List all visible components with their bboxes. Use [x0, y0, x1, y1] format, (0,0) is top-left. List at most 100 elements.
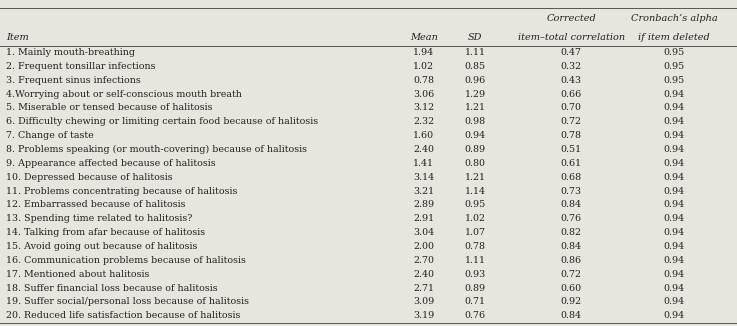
- Text: 0.98: 0.98: [465, 117, 486, 126]
- Text: 11. Problems concentrating because of halitosis: 11. Problems concentrating because of ha…: [6, 186, 237, 196]
- Text: 2.91: 2.91: [413, 214, 434, 223]
- Text: Mean: Mean: [410, 33, 438, 42]
- Text: Cronbach’s alpha: Cronbach’s alpha: [631, 14, 718, 23]
- Text: 2.89: 2.89: [413, 200, 434, 210]
- Text: 0.43: 0.43: [561, 76, 581, 85]
- Text: 0.94: 0.94: [664, 228, 685, 237]
- Text: 10. Depressed because of halitosis: 10. Depressed because of halitosis: [6, 173, 172, 182]
- Text: Corrected: Corrected: [546, 14, 596, 23]
- Text: 4.Worrying about or self-conscious mouth breath: 4.Worrying about or self-conscious mouth…: [6, 90, 242, 99]
- Text: 0.51: 0.51: [561, 145, 581, 154]
- Text: 0.94: 0.94: [664, 284, 685, 293]
- Text: 1.02: 1.02: [465, 214, 486, 223]
- Text: 7. Change of taste: 7. Change of taste: [6, 131, 94, 140]
- Text: 0.82: 0.82: [561, 228, 581, 237]
- Text: 2.70: 2.70: [413, 256, 434, 265]
- Text: 0.70: 0.70: [561, 103, 581, 112]
- Text: 0.94: 0.94: [664, 159, 685, 168]
- Text: 1.14: 1.14: [465, 186, 486, 196]
- Text: 1.21: 1.21: [465, 173, 486, 182]
- Text: 0.96: 0.96: [465, 76, 486, 85]
- Text: 3.21: 3.21: [413, 186, 434, 196]
- Text: 15. Avoid going out because of halitosis: 15. Avoid going out because of halitosis: [6, 242, 198, 251]
- Text: 3.19: 3.19: [413, 311, 434, 320]
- Text: 0.94: 0.94: [664, 297, 685, 306]
- Text: SD: SD: [468, 33, 483, 42]
- Text: 0.76: 0.76: [465, 311, 486, 320]
- Text: 0.95: 0.95: [465, 200, 486, 210]
- Text: 0.61: 0.61: [561, 159, 581, 168]
- Text: 2.71: 2.71: [413, 284, 434, 293]
- Text: 0.76: 0.76: [561, 214, 581, 223]
- Text: 14. Talking from afar because of halitosis: 14. Talking from afar because of halitos…: [6, 228, 205, 237]
- Text: 0.94: 0.94: [664, 311, 685, 320]
- Text: 2.32: 2.32: [413, 117, 434, 126]
- Text: 0.94: 0.94: [664, 103, 685, 112]
- Text: 0.86: 0.86: [561, 256, 581, 265]
- Text: 1. Mainly mouth-breathing: 1. Mainly mouth-breathing: [6, 48, 135, 57]
- Text: 0.32: 0.32: [561, 62, 581, 71]
- Text: 2.40: 2.40: [413, 270, 434, 279]
- Text: 0.66: 0.66: [561, 90, 581, 99]
- Text: 3.04: 3.04: [413, 228, 434, 237]
- Text: 0.94: 0.94: [664, 214, 685, 223]
- Text: 2.00: 2.00: [413, 242, 434, 251]
- Text: 0.93: 0.93: [465, 270, 486, 279]
- Text: 0.94: 0.94: [664, 256, 685, 265]
- Text: 3.06: 3.06: [413, 90, 434, 99]
- Text: 0.72: 0.72: [561, 117, 581, 126]
- Text: 13. Spending time related to halitosis?: 13. Spending time related to halitosis?: [6, 214, 192, 223]
- Text: 9. Appearance affected because of halitosis: 9. Appearance affected because of halito…: [6, 159, 215, 168]
- Text: Item: Item: [6, 33, 29, 42]
- Text: 0.94: 0.94: [664, 145, 685, 154]
- Text: 2. Frequent tonsillar infections: 2. Frequent tonsillar infections: [6, 62, 156, 71]
- Text: 0.94: 0.94: [465, 131, 486, 140]
- Text: 2.40: 2.40: [413, 145, 434, 154]
- Text: 0.72: 0.72: [561, 270, 581, 279]
- Text: 3.09: 3.09: [413, 297, 434, 306]
- Text: 0.71: 0.71: [465, 297, 486, 306]
- Text: 18. Suffer financial loss because of halitosis: 18. Suffer financial loss because of hal…: [6, 284, 217, 293]
- Text: 0.94: 0.94: [664, 200, 685, 210]
- Text: 0.47: 0.47: [561, 48, 581, 57]
- Text: 0.84: 0.84: [561, 311, 581, 320]
- Text: 0.94: 0.94: [664, 186, 685, 196]
- Text: 0.73: 0.73: [561, 186, 581, 196]
- Text: 3. Frequent sinus infections: 3. Frequent sinus infections: [6, 76, 141, 85]
- Text: 0.78: 0.78: [413, 76, 434, 85]
- Text: 0.89: 0.89: [465, 145, 486, 154]
- Text: 0.94: 0.94: [664, 131, 685, 140]
- Text: 0.78: 0.78: [465, 242, 486, 251]
- Text: 1.11: 1.11: [465, 48, 486, 57]
- Text: 6. Difficulty chewing or limiting certain food because of halitosis: 6. Difficulty chewing or limiting certai…: [6, 117, 318, 126]
- Text: 3.14: 3.14: [413, 173, 434, 182]
- Text: 0.60: 0.60: [561, 284, 581, 293]
- Text: 20. Reduced life satisfaction because of halitosis: 20. Reduced life satisfaction because of…: [6, 311, 240, 320]
- Text: 0.80: 0.80: [465, 159, 486, 168]
- Text: 16. Communication problems because of halitosis: 16. Communication problems because of ha…: [6, 256, 245, 265]
- Text: 1.94: 1.94: [413, 48, 434, 57]
- Text: 0.95: 0.95: [664, 62, 685, 71]
- Text: 3.12: 3.12: [413, 103, 434, 112]
- Text: if item deleted: if item deleted: [638, 33, 710, 42]
- Text: 0.94: 0.94: [664, 90, 685, 99]
- Text: 0.95: 0.95: [664, 76, 685, 85]
- Text: 0.78: 0.78: [561, 131, 581, 140]
- Text: 8. Problems speaking (or mouth-covering) because of halitosis: 8. Problems speaking (or mouth-covering)…: [6, 145, 307, 154]
- Text: 5. Miserable or tensed because of halitosis: 5. Miserable or tensed because of halito…: [6, 103, 212, 112]
- Text: 1.41: 1.41: [413, 159, 434, 168]
- Text: 1.07: 1.07: [465, 228, 486, 237]
- Text: 12. Embarrassed because of halitosis: 12. Embarrassed because of halitosis: [6, 200, 186, 210]
- Text: 1.29: 1.29: [465, 90, 486, 99]
- Text: 0.95: 0.95: [664, 48, 685, 57]
- Text: item–total correlation: item–total correlation: [517, 33, 625, 42]
- Text: 0.85: 0.85: [465, 62, 486, 71]
- Text: 0.89: 0.89: [465, 284, 486, 293]
- Text: 0.92: 0.92: [561, 297, 581, 306]
- Text: 1.11: 1.11: [465, 256, 486, 265]
- Text: 1.02: 1.02: [413, 62, 434, 71]
- Text: 0.94: 0.94: [664, 173, 685, 182]
- Text: 0.84: 0.84: [561, 200, 581, 210]
- Text: 0.94: 0.94: [664, 270, 685, 279]
- Text: 0.94: 0.94: [664, 242, 685, 251]
